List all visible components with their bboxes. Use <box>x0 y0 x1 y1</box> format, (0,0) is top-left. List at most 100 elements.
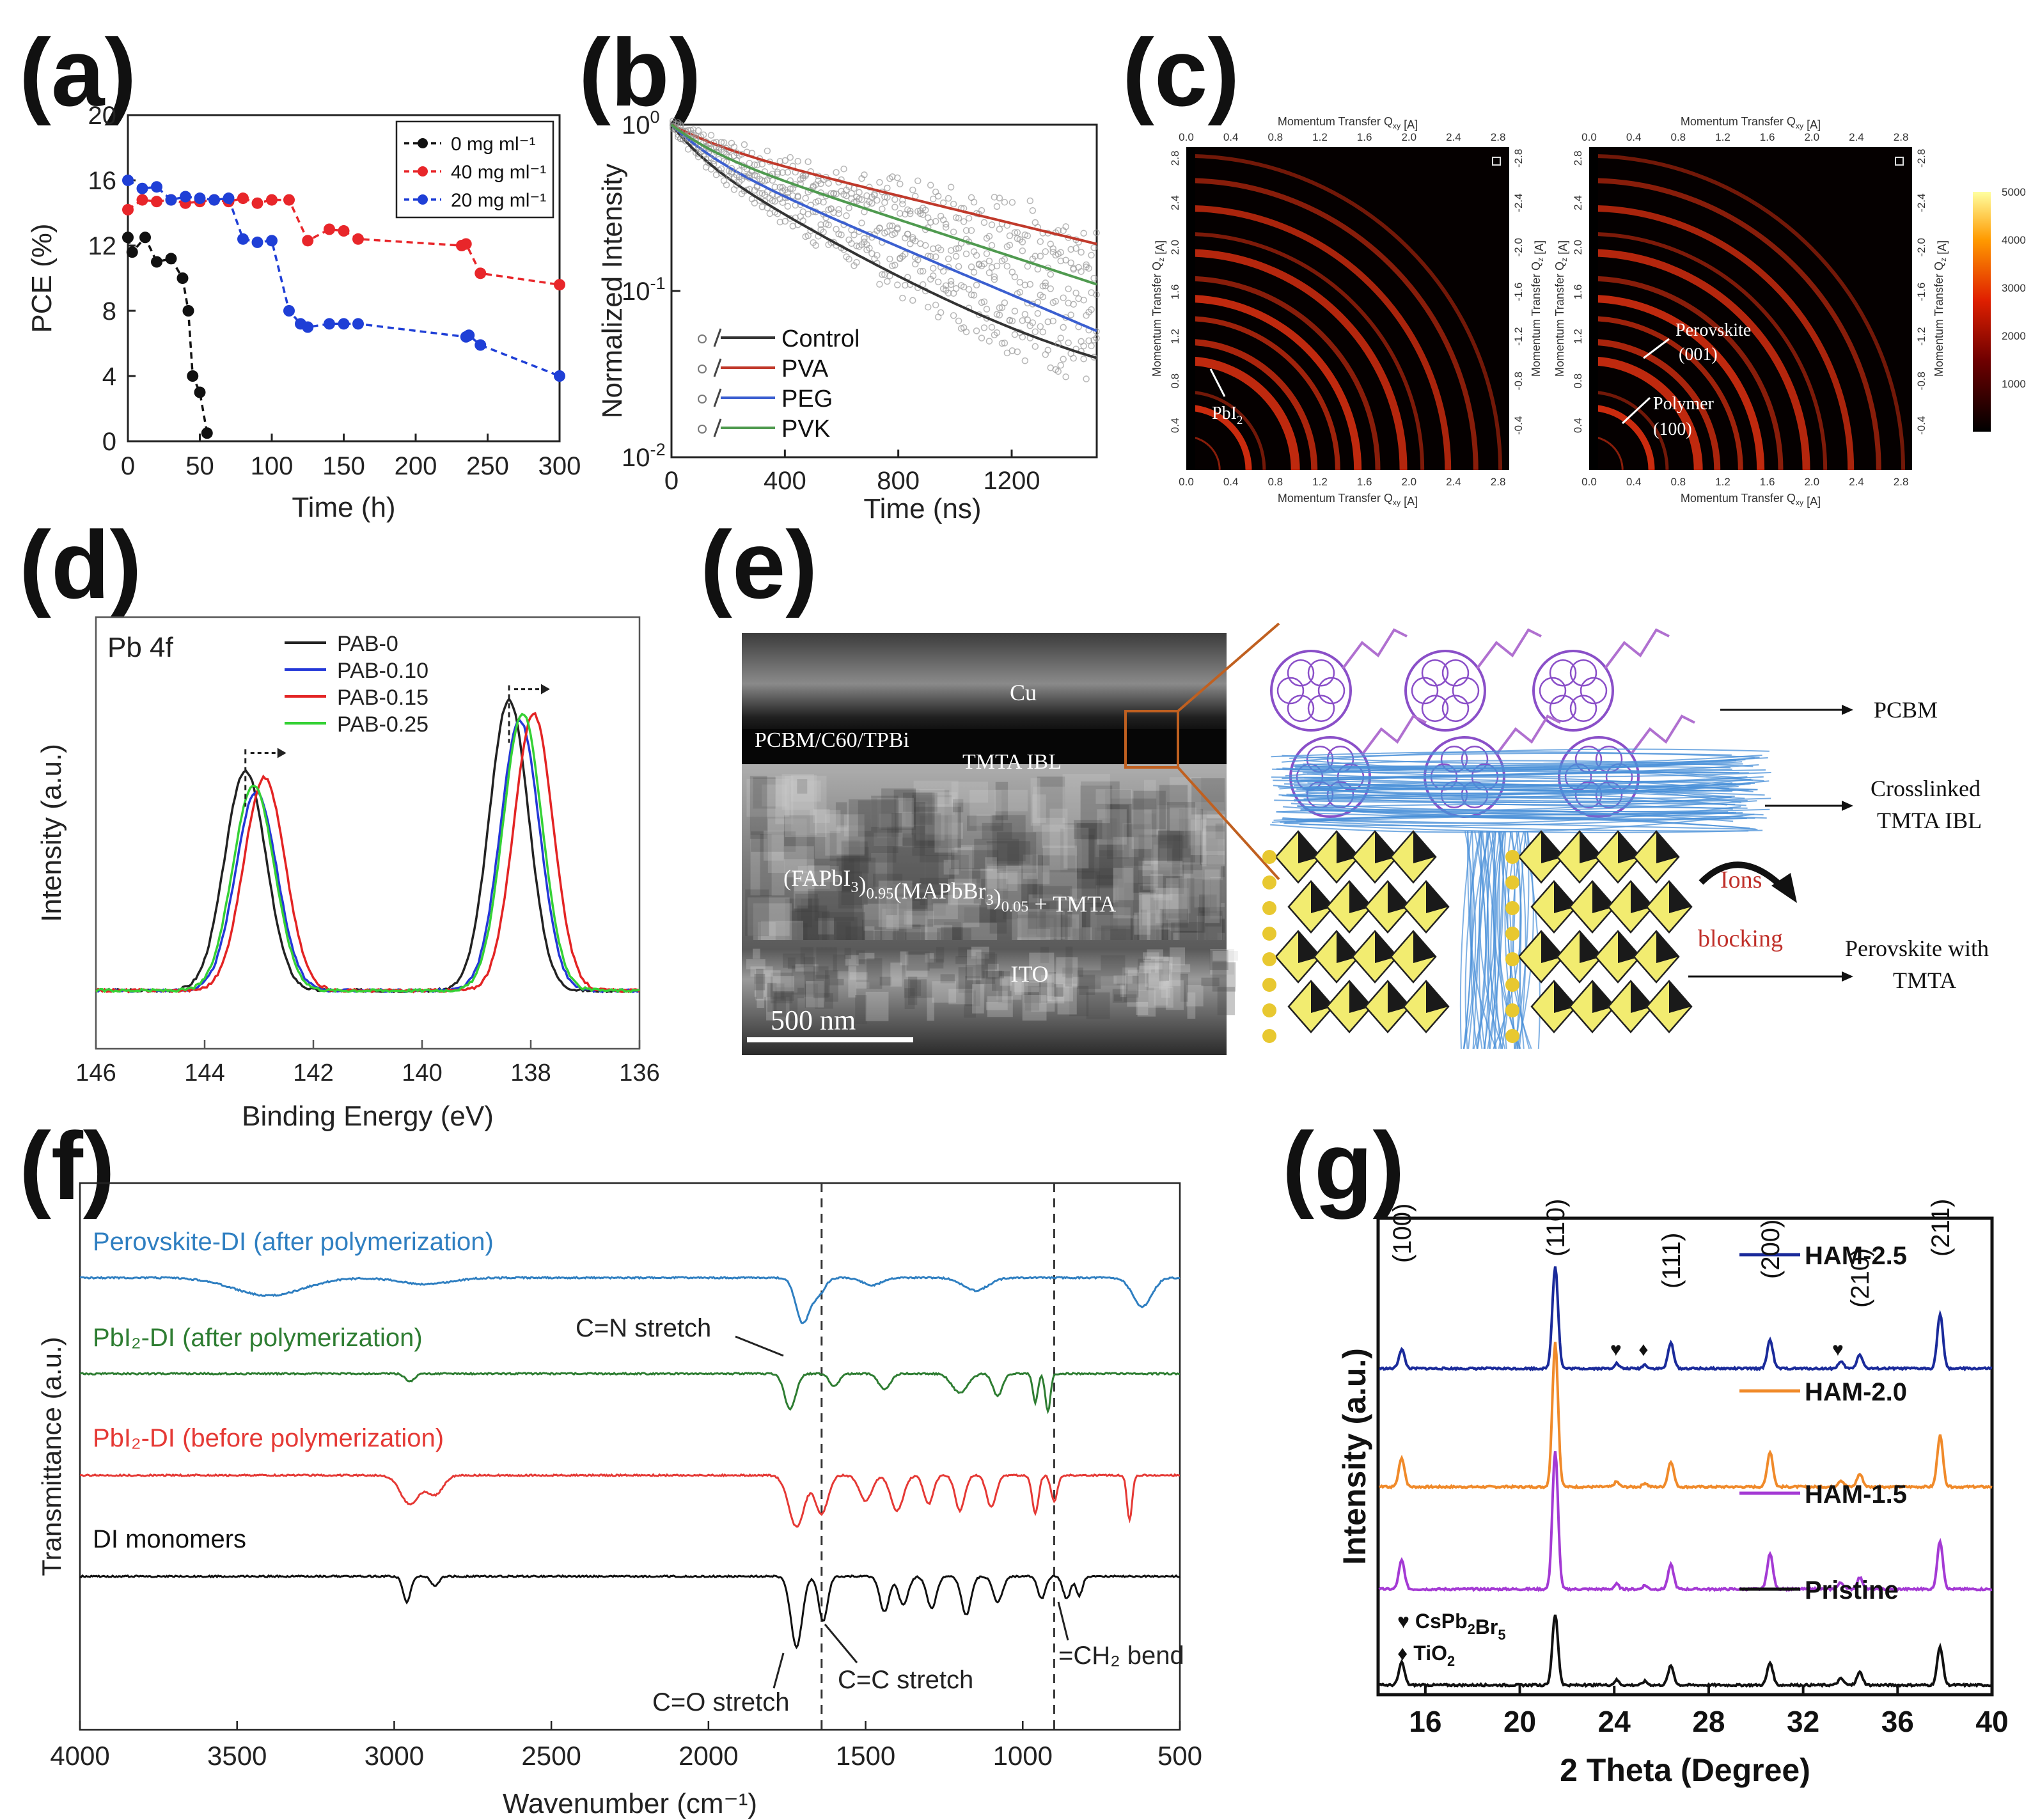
decay-scatter-point <box>1049 317 1056 325</box>
sem-grain <box>1060 828 1096 873</box>
decay-scatter-point <box>1008 199 1016 206</box>
data-point <box>475 339 487 351</box>
pcbm-sidechain <box>1342 628 1408 670</box>
sem-grain <box>1166 878 1187 920</box>
sem-grain <box>749 776 767 839</box>
sem-ito-grain <box>800 947 814 968</box>
decay-scatter-point <box>1093 229 1100 237</box>
sem-grain <box>794 871 842 891</box>
decay-scatter-point <box>955 317 962 325</box>
sem-ito-grain <box>1159 961 1169 981</box>
sem-grain <box>1095 789 1133 804</box>
sem-grain <box>1167 897 1209 940</box>
sem-grain <box>1189 802 1225 846</box>
decay-scatter-point <box>998 340 1006 347</box>
decay-scatter-point <box>835 206 842 213</box>
sem-ito-grain <box>866 958 883 989</box>
sem-grain <box>1157 831 1184 894</box>
sem-ito-grain <box>814 993 833 1009</box>
sem-grain <box>1080 785 1113 839</box>
sem-grain <box>1110 798 1157 838</box>
sem-ito-grain <box>1165 980 1184 1010</box>
legend-marker <box>418 194 428 205</box>
sem-grain <box>1006 865 1050 884</box>
diffraction-ring <box>1186 153 1503 470</box>
decay-scatter-point <box>718 165 725 173</box>
y-tick-label: 4 <box>102 363 116 391</box>
decay-scatter-point <box>874 196 881 204</box>
decay-scatter-point <box>802 172 809 180</box>
sem-grain <box>829 831 872 861</box>
map-marker <box>1895 157 1904 166</box>
sem-ito-grain <box>1187 992 1196 1019</box>
data-point <box>283 194 295 206</box>
sem-ito-grain <box>755 970 781 1001</box>
sem-label-ito: ITO <box>1010 961 1048 987</box>
data-point <box>554 279 565 291</box>
qz-tick-right: -0.8 <box>1915 372 1927 390</box>
decay-scatter-point <box>787 153 794 161</box>
decay-scatter-point <box>1060 356 1067 363</box>
decay-scatter-point <box>843 186 850 194</box>
x-tick-label: 2000 <box>679 1741 738 1771</box>
decay-scatter-point <box>912 237 919 245</box>
sem-ito-grain <box>1126 975 1139 998</box>
decay-scatter-point <box>764 147 771 155</box>
sem-ito-grain <box>1163 957 1181 987</box>
sem-grain <box>1133 892 1156 940</box>
sem-ito-grain <box>1077 970 1101 989</box>
sem-grain <box>760 834 772 896</box>
sem-ito-grain <box>1148 986 1173 1008</box>
qxy-tick-bottom: 2.8 <box>1491 476 1506 488</box>
decay-scatter-point <box>947 281 955 288</box>
diffraction-ring <box>1186 178 1479 470</box>
decay-scatter-point <box>942 282 950 289</box>
decay-scatter-point <box>677 122 684 130</box>
diffraction-ring <box>1186 205 1452 470</box>
decay-scatter-point <box>894 281 901 288</box>
sem-grain <box>1081 868 1113 929</box>
sem-ito-grain <box>904 988 915 1009</box>
qxy-tick-top: 1.6 <box>1357 131 1372 143</box>
impurity-marker-heart: ♥ <box>1610 1339 1622 1360</box>
fullerene-ring <box>1287 694 1315 722</box>
decay-scatter-point <box>980 260 988 267</box>
y-tick-label: 20 <box>88 102 117 130</box>
diffraction-ring <box>1589 294 1765 470</box>
data-point <box>122 175 134 186</box>
sem-grain <box>822 912 865 940</box>
qz-axis-label-right-part: Momentum Transfer Q <box>1530 262 1542 377</box>
sem-ito-grain <box>984 953 998 970</box>
data-point <box>283 305 295 317</box>
sem-ito-grain <box>1201 977 1220 987</box>
sem-grain <box>789 923 808 940</box>
qxy-axis-label-bottom: Momentum Transfer Qxy [A] <box>1681 492 1821 508</box>
sem-grain <box>785 776 827 838</box>
sem-grain <box>1197 915 1222 940</box>
qxy-axis-label-top-part: [A] <box>1803 118 1821 131</box>
sem-grain <box>1205 920 1225 940</box>
qz-tick-right: -2.0 <box>1915 238 1927 256</box>
impurity-legend-cspb2br5-part: Br <box>1475 1615 1498 1638</box>
series-line-0 <box>127 235 208 434</box>
label-tmta: TMTA <box>1893 968 1956 993</box>
legend-label: Control <box>781 326 860 352</box>
qxy-tick-bottom: 1.2 <box>1312 476 1328 488</box>
sem-grain <box>1046 911 1065 939</box>
sem-grain <box>845 926 885 940</box>
sem-grain <box>996 832 1037 873</box>
decay-scatter-point <box>934 278 942 286</box>
data-point <box>352 233 364 245</box>
decay-scatter-point <box>1080 356 1087 363</box>
sem-grain <box>992 815 1026 861</box>
xps-curve-3 <box>95 712 640 994</box>
data-point <box>302 235 314 247</box>
decay-scatter-point <box>942 224 950 231</box>
decay-scatter-point <box>902 251 909 258</box>
sem-grain <box>835 802 847 828</box>
sem-ito-grain <box>998 991 1012 1004</box>
fit-line-2 <box>670 123 1097 333</box>
peak-label: (200) <box>1757 1220 1785 1279</box>
data-point <box>223 192 235 205</box>
data-point <box>463 329 475 341</box>
